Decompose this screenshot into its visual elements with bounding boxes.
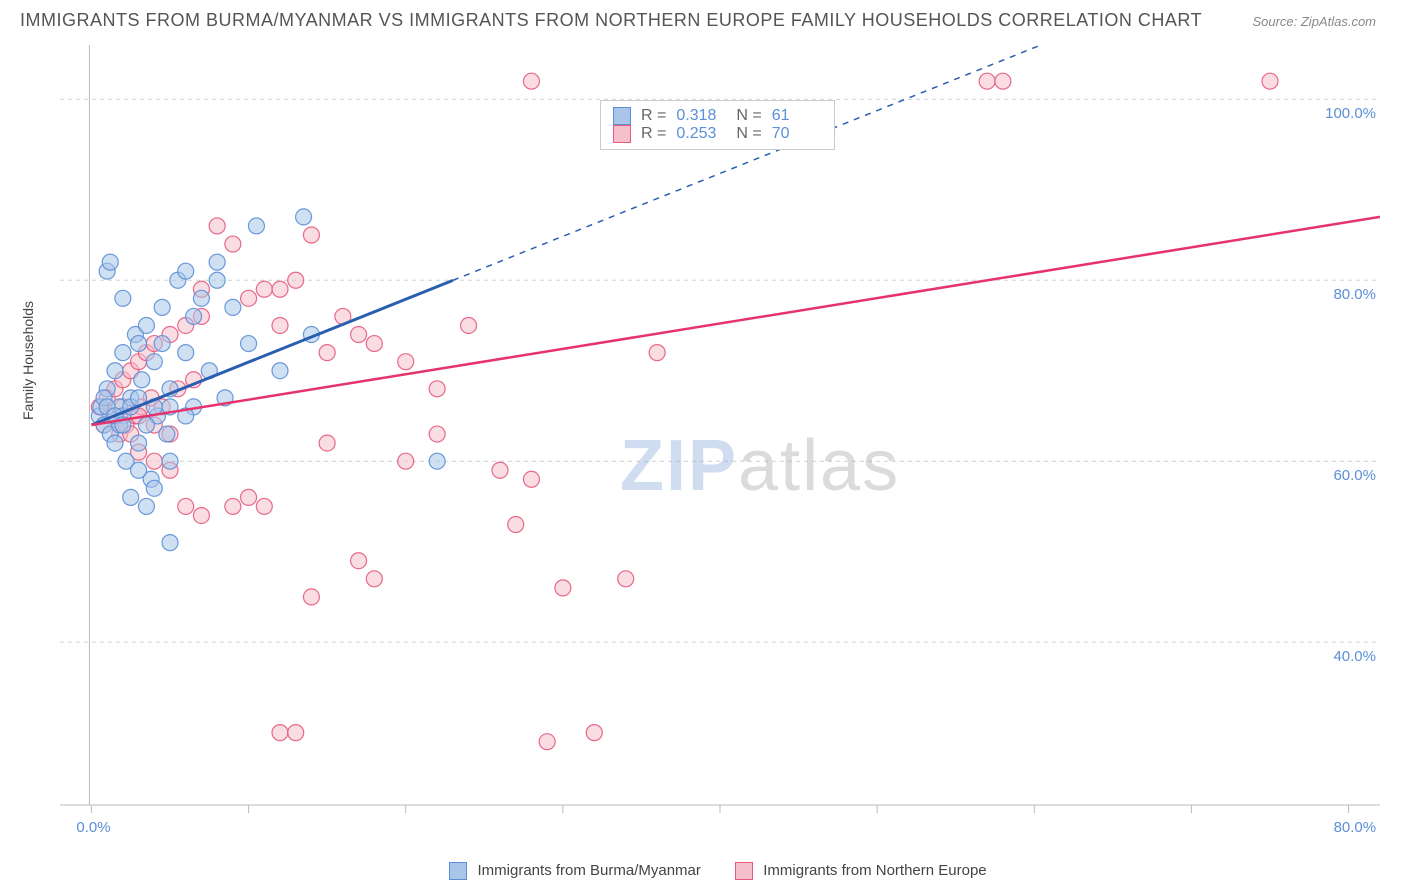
watermark: ZIPatlas — [620, 425, 900, 507]
swatch-series2-icon — [735, 862, 753, 880]
y-tick-label: 100.0% — [1325, 105, 1376, 122]
n-value: 61 — [772, 107, 822, 125]
stats-row-series1: R = 0.318 N = 61 — [613, 107, 822, 125]
bottom-legend: Immigrants from Burma/Myanmar Immigrants… — [0, 862, 1406, 880]
swatch-series2-icon — [613, 125, 631, 143]
source-attribution: Source: ZipAtlas.com — [1252, 14, 1376, 29]
r-label: R = — [641, 125, 666, 143]
r-value: 0.253 — [676, 125, 726, 143]
n-value: 70 — [772, 125, 822, 143]
x-tick-label: 0.0% — [76, 819, 110, 836]
n-label: N = — [736, 125, 761, 143]
legend-label-series1: Immigrants from Burma/Myanmar — [478, 862, 701, 879]
swatch-series1-icon — [449, 862, 467, 880]
swatch-series1-icon — [613, 107, 631, 125]
y-tick-label: 40.0% — [1333, 648, 1376, 665]
r-value: 0.318 — [676, 107, 726, 125]
stats-row-series2: R = 0.253 N = 70 — [613, 125, 822, 143]
y-tick-label: 60.0% — [1333, 467, 1376, 484]
x-tick-label: 80.0% — [1334, 819, 1377, 836]
chart-title: IMMIGRANTS FROM BURMA/MYANMAR VS IMMIGRA… — [20, 10, 1202, 31]
y-tick-label: 80.0% — [1333, 286, 1376, 303]
y-axis-label: Family Households — [20, 301, 36, 420]
scatter-chart: ZIPatlas R = 0.318 N = 61 R = 0.253 N = … — [60, 45, 1380, 835]
r-label: R = — [641, 107, 666, 125]
legend-label-series2: Immigrants from Northern Europe — [763, 862, 986, 879]
stats-legend-box: R = 0.318 N = 61 R = 0.253 N = 70 — [600, 100, 835, 150]
n-label: N = — [736, 107, 761, 125]
